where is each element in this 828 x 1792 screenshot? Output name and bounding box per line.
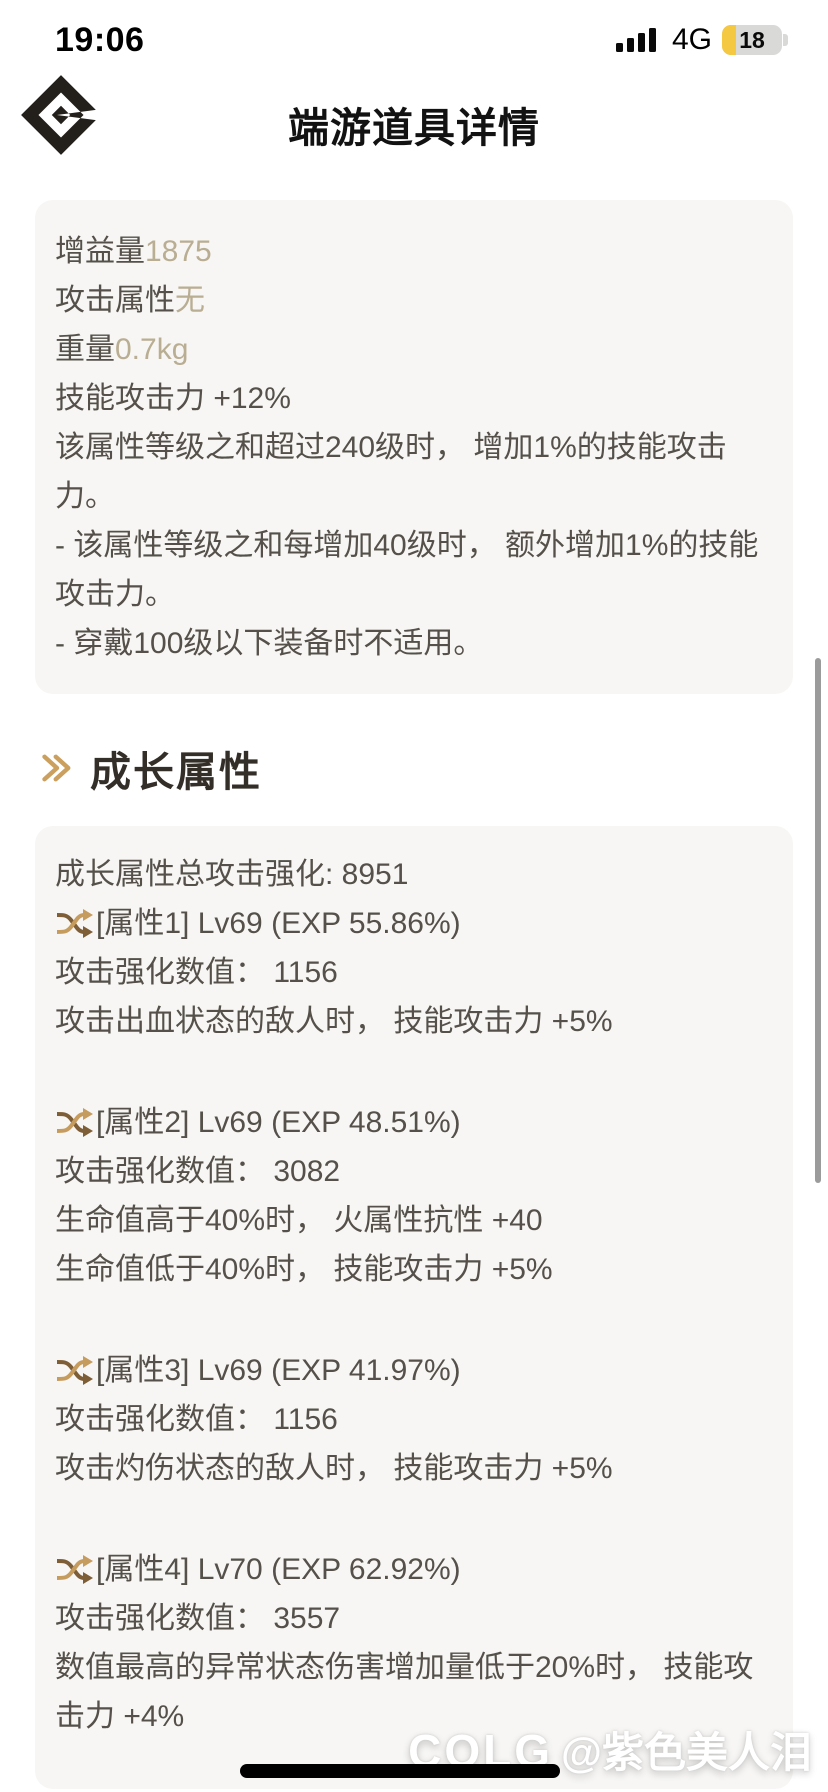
item-stats-card: 增益量1875 攻击属性无 重量0.7kg 技能攻击力 +12% 该属性等级之和… [35,200,793,694]
status-bar: 19:06 4G 18 [0,0,828,72]
app-header: 端游道具详情 [0,72,828,176]
stat-value: 无 [175,284,205,317]
stat-label: 攻击属性 [55,284,175,317]
battery-body: 18 [722,25,782,55]
item-effect-line: - 穿戴100级以下装备时不适用。 [55,627,484,660]
attribute-name-line: [属性3] Lv69 (EXP 41.97%) [55,1346,781,1395]
scrollbar[interactable] [815,658,821,1183]
attribute-effect-line: 攻击出血状态的敌人时， 技能攻击力 +5% [55,1005,613,1038]
item-effect-line: 技能攻击力 +12% [55,382,291,415]
attribute-name-line: [属性4] Lv70 (EXP 62.92%) [55,1545,781,1594]
stat-label: 重量 [55,333,115,366]
attribute-name: [属性2] Lv69 (EXP 48.51%) [96,1106,461,1139]
attribute-block: [属性4] Lv70 (EXP 62.92%) 攻击强化数值： 3557 数值最… [55,1545,781,1741]
home-indicator[interactable] [240,1764,560,1778]
item-effect-line: - 该属性等级之和每增加40级时， 额外增加1%的技能攻击力。 [55,529,759,611]
app-logo-diamond-icon[interactable] [18,72,104,158]
attribute-value-line: 攻击强化数值： 3082 [55,1155,341,1188]
shuffle-icon [56,1356,93,1385]
growth-total-line: 成长属性总攻击强化: 8951 [55,858,409,891]
attribute-effect-line: 攻击灼伤状态的敌人时， 技能攻击力 +5% [55,1452,613,1485]
attribute-value-line: 攻击强化数值： 1156 [55,956,338,989]
attribute-name-line: [属性1] Lv69 (EXP 55.86%) [55,899,781,948]
shuffle-icon [56,909,93,938]
attribute-block: [属性2] Lv69 (EXP 48.51%) 攻击强化数值： 3082 生命值… [55,1098,781,1294]
item-effect-line: 该属性等级之和超过240级时， 增加1%的技能攻击力。 [55,431,727,513]
stat-value: 0.7kg [115,333,189,366]
page-title: 端游道具详情 [288,105,540,151]
growth-section-title: 成长属性 [90,749,262,795]
stat-label: 增益量 [55,235,145,268]
status-icons: 4G 18 [614,23,788,57]
status-time: 19:06 [55,20,145,59]
attribute-name: [属性4] Lv70 (EXP 62.92%) [96,1553,461,1586]
attribute-effect-line: 生命值低于40%时， 技能攻击力 +5% [55,1253,553,1286]
attribute-value-line: 攻击强化数值： 3557 [55,1602,341,1635]
stat-row: 攻击属性无 [55,276,781,325]
signal-bars-icon [615,28,656,52]
battery-percent: 18 [739,26,765,53]
attribute-block: [属性3] Lv69 (EXP 41.97%) 攻击强化数值： 1156 攻击灼… [55,1346,781,1493]
stat-row: 重量0.7kg [55,325,781,374]
attribute-name: [属性3] Lv69 (EXP 41.97%) [96,1354,461,1387]
shuffle-icon [56,1555,93,1584]
battery-icon: 18 [722,25,788,55]
attribute-effect-line: 数值最高的异常状态伤害增加量低于20%时， 技能攻击力 +4% [55,1651,754,1733]
growth-section-header: 成长属性 [40,738,828,798]
battery-nub [783,34,788,46]
stat-value: 1875 [145,235,212,268]
attribute-name: [属性1] Lv69 (EXP 55.86%) [96,907,461,940]
stat-row: 增益量1875 [55,227,781,276]
network-label: 4G [671,23,712,56]
attribute-value-line: 攻击强化数值： 1156 [55,1403,338,1436]
growth-attributes-card: 成长属性总攻击强化: 8951 [属性1] Lv69 (EXP 55.86%) … [35,826,793,1789]
watermark-text: @紫色美人泪 [561,1729,812,1776]
attribute-name-line: [属性2] Lv69 (EXP 48.51%) [55,1098,781,1147]
attribute-block: [属性1] Lv69 (EXP 55.86%) 攻击强化数值： 1156 攻击出… [55,899,781,1046]
battery-fill [722,25,736,55]
attribute-effect-line: 生命值高于40%时， 火属性抗性 +40 [55,1204,543,1237]
shuffle-icon [56,1108,93,1137]
double-chevron-arrow-icon [42,754,71,782]
